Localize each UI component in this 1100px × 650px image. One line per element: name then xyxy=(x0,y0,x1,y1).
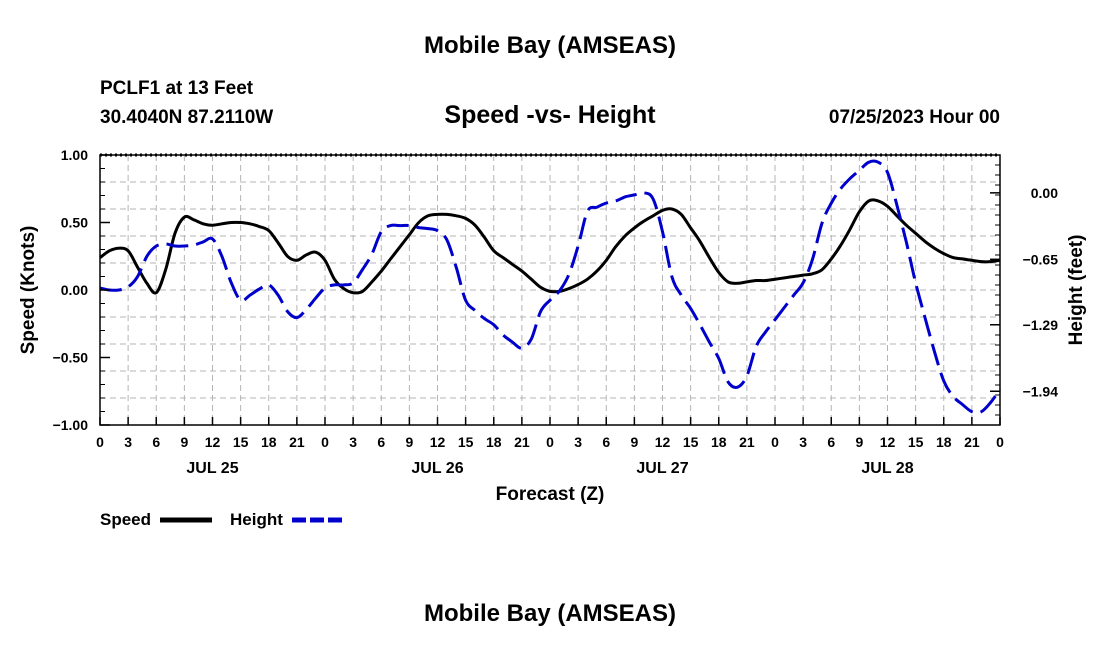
x-tick-label: 9 xyxy=(630,434,638,450)
y-tick-label: 0.00 xyxy=(61,282,88,298)
y-tick-label: 0.50 xyxy=(61,215,88,231)
x-tick-label: 12 xyxy=(205,434,221,450)
y2-tick-label: −1.29 xyxy=(1023,317,1059,333)
x-tick-label: 21 xyxy=(289,434,305,450)
x-tick-label: 0 xyxy=(96,434,104,450)
x-tick-label: 9 xyxy=(855,434,863,450)
x-tick-label: 15 xyxy=(683,434,699,450)
x-day-label: JUL 28 xyxy=(861,460,913,477)
series-lines xyxy=(99,159,1002,415)
x-tick-label: 9 xyxy=(180,434,188,450)
y2-tick-label: 0.00 xyxy=(1031,185,1058,201)
x-tick-label: 6 xyxy=(827,434,835,450)
x-tick-label: 6 xyxy=(152,434,160,450)
legend-label-height: Height xyxy=(230,510,283,529)
legend-label-speed: Speed xyxy=(100,510,151,529)
x-day-label: JUL 26 xyxy=(411,460,463,477)
x-tick-label: 12 xyxy=(655,434,671,450)
x-tick-label: 18 xyxy=(711,434,727,450)
x-tick-label: 9 xyxy=(405,434,413,450)
x-tick-label: 6 xyxy=(602,434,610,450)
x-tick-label: 12 xyxy=(430,434,446,450)
y-axis-label: Speed (Knots) xyxy=(18,226,39,355)
footer-title: Mobile Bay (AMSEAS) xyxy=(423,600,677,627)
y2-tick-label: −1.94 xyxy=(1023,383,1059,399)
y-tick-label: −0.50 xyxy=(53,350,89,366)
series-line-speed xyxy=(99,198,1001,295)
x-tick-label: 18 xyxy=(261,434,277,450)
x-tick-label: 6 xyxy=(377,434,385,450)
x-tick-label: 3 xyxy=(349,434,357,450)
x-tick-label: 21 xyxy=(514,434,530,450)
x-tick-label: 3 xyxy=(799,434,807,450)
legend: Speed Height xyxy=(100,510,342,529)
x-tick-label: 0 xyxy=(546,434,554,450)
grid-lines xyxy=(100,155,1000,425)
speed-height-chart: 0 3 6 9 12 15 18 21 0 3 6 9 12 15 18 21 0 3 6 9 12 15 18 21 0 3 6 9… xyxy=(18,147,1087,529)
x-tick-label: 12 xyxy=(880,434,896,450)
y-tick-label: −1.00 xyxy=(53,417,89,433)
x-axis-label: Forecast (Z) xyxy=(496,484,605,505)
coordinates-label: 30.4040N 87.2110W xyxy=(100,107,274,128)
series-line-height xyxy=(99,159,1002,415)
x-day-label: JUL 25 xyxy=(186,460,238,477)
y-tick-label: 1.00 xyxy=(61,147,88,163)
chart-title: Speed -vs- Height xyxy=(444,101,656,129)
x-tick-label: 15 xyxy=(233,434,249,450)
y2-axis-label: Height (feet) xyxy=(1066,235,1087,346)
station-label: PCLF1 at 13 Feet xyxy=(100,78,254,99)
axes: 0 3 6 9 12 15 18 21 0 3 6 9 12 15 18 21 0 3 6 9 12 15 18 21 0 3 6 9… xyxy=(53,147,1059,477)
forecast-datetime: 07/25/2023 Hour 00 xyxy=(828,107,1000,128)
x-tick-label: 3 xyxy=(124,434,132,450)
x-tick-label: 15 xyxy=(458,434,474,450)
x-tick-label: 18 xyxy=(936,434,952,450)
x-tick-label: 21 xyxy=(739,434,755,450)
x-tick-label: 3 xyxy=(574,434,582,450)
x-tick-label: 0 xyxy=(771,434,779,450)
x-tick-label: 0 xyxy=(996,434,1004,450)
x-day-label: JUL 27 xyxy=(636,460,688,477)
y2-tick-label: −0.65 xyxy=(1023,251,1059,267)
x-tick-label: 18 xyxy=(486,434,502,450)
page-title: Mobile Bay (AMSEAS) xyxy=(423,32,677,59)
x-tick-label: 15 xyxy=(908,434,924,450)
x-tick-label: 0 xyxy=(321,434,329,450)
x-tick-label: 21 xyxy=(964,434,980,450)
